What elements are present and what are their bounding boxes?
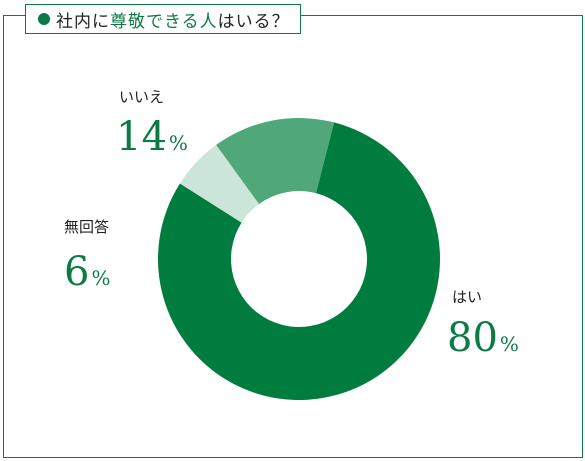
donut-slices: [158, 118, 440, 400]
slice-value-iie-number: 14: [116, 114, 167, 160]
title-suffix: はいる？: [217, 11, 290, 32]
slice-value-no-answer-unit: %: [91, 266, 111, 290]
slice-value-hai-number: 80: [447, 315, 498, 361]
slice-value-iie: 14%: [116, 117, 188, 157]
slice-value-no-answer-number: 6: [64, 249, 90, 295]
donut-slice-2: [179, 144, 260, 223]
slice-label-iie: いいえ: [119, 88, 165, 106]
title-prefix: 社内に: [56, 11, 110, 32]
slice-label-hai: はい: [452, 288, 483, 306]
slice-value-hai: 80%: [447, 318, 519, 358]
slice-value-iie-unit: %: [168, 131, 188, 155]
slice-value-no-answer: 6%: [64, 252, 110, 292]
donut-slice-3: [216, 118, 335, 204]
title-highlight: 尊敬できる人: [110, 11, 218, 32]
donut-slice-1: [158, 122, 440, 400]
chart-title: 社内に尊敬できる人はいる？: [25, 4, 301, 34]
bullet-dot-icon: [38, 13, 50, 25]
slice-value-hai-unit: %: [499, 332, 519, 356]
slice-label-no-answer: 無回答: [64, 218, 110, 236]
